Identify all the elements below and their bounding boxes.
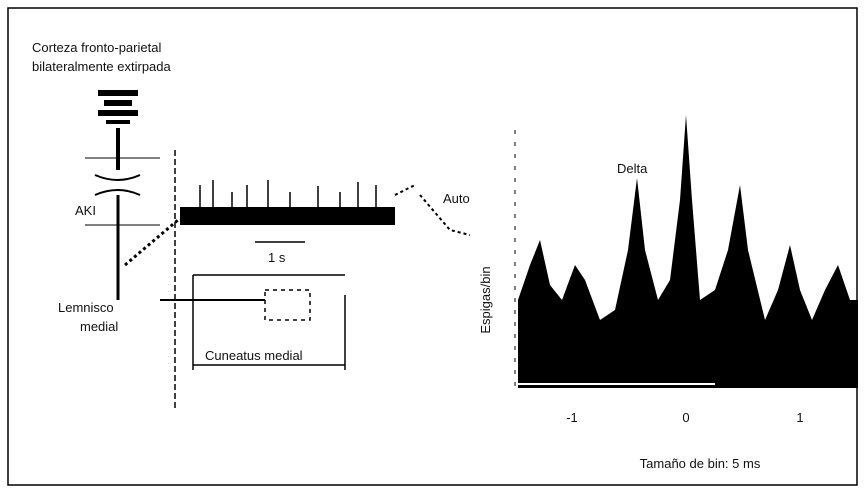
- spike-ticks: [199, 180, 377, 207]
- lemniscus-label: medial: [80, 319, 118, 334]
- time-scale: 1 s: [268, 250, 286, 265]
- cortex-label: bilateralmente extirpada: [32, 59, 172, 74]
- brain-icon: [98, 90, 138, 124]
- frame: [7, 7, 858, 486]
- lemniscus-label: Lemnisco: [58, 300, 114, 315]
- x-tick-label: 1: [796, 410, 803, 425]
- histogram-shape: [518, 115, 858, 388]
- pathway-lines: [85, 128, 471, 410]
- y-axis-label: Espigas/bin: [478, 266, 493, 333]
- spike-raster: [180, 207, 395, 225]
- x-axis-label: Tamaño de bin: 5 ms: [640, 456, 761, 471]
- auto-label: Auto: [443, 191, 470, 206]
- cortex-label: Corteza fronto-parietal: [32, 40, 161, 55]
- signal-label: AKI: [75, 203, 96, 218]
- cuneatus-label: Cuneatus medial: [205, 348, 303, 363]
- delta-label: Delta: [617, 161, 648, 176]
- x-tick-label: -1: [566, 410, 578, 425]
- x-tick-label: 0: [682, 410, 689, 425]
